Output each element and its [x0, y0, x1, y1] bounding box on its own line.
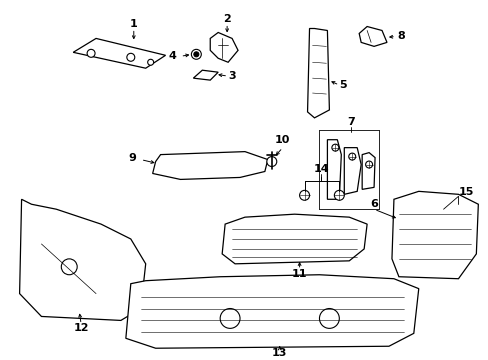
Polygon shape	[193, 70, 218, 80]
Text: 4: 4	[168, 51, 176, 61]
Polygon shape	[327, 140, 341, 199]
Text: 5: 5	[339, 80, 346, 90]
Polygon shape	[20, 199, 145, 320]
Text: 6: 6	[369, 199, 377, 209]
Text: 14: 14	[313, 165, 328, 175]
Text: 11: 11	[291, 269, 307, 279]
Polygon shape	[152, 152, 267, 179]
Text: 10: 10	[274, 135, 290, 145]
Circle shape	[191, 49, 201, 59]
Text: 8: 8	[396, 31, 404, 41]
Polygon shape	[210, 32, 238, 62]
Polygon shape	[125, 275, 418, 348]
Text: 15: 15	[458, 187, 473, 197]
Text: 1: 1	[130, 18, 138, 28]
Text: 2: 2	[223, 14, 230, 23]
Text: 7: 7	[346, 117, 354, 127]
Circle shape	[126, 53, 135, 61]
Text: 3: 3	[228, 71, 235, 81]
Text: 13: 13	[271, 348, 287, 358]
Circle shape	[348, 153, 355, 160]
Polygon shape	[359, 27, 386, 46]
Polygon shape	[222, 214, 366, 264]
Polygon shape	[73, 39, 165, 68]
Circle shape	[61, 259, 77, 275]
Polygon shape	[344, 148, 361, 194]
Circle shape	[266, 157, 276, 167]
Polygon shape	[391, 192, 477, 279]
Circle shape	[87, 49, 95, 57]
Circle shape	[220, 309, 240, 328]
Circle shape	[147, 59, 153, 65]
Circle shape	[299, 190, 309, 200]
Text: 12: 12	[73, 323, 89, 333]
Circle shape	[365, 161, 372, 168]
Text: 9: 9	[129, 153, 137, 163]
Circle shape	[331, 144, 338, 151]
Circle shape	[334, 190, 344, 200]
Polygon shape	[307, 28, 329, 118]
Circle shape	[319, 309, 339, 328]
Circle shape	[193, 52, 199, 57]
Polygon shape	[362, 153, 374, 189]
